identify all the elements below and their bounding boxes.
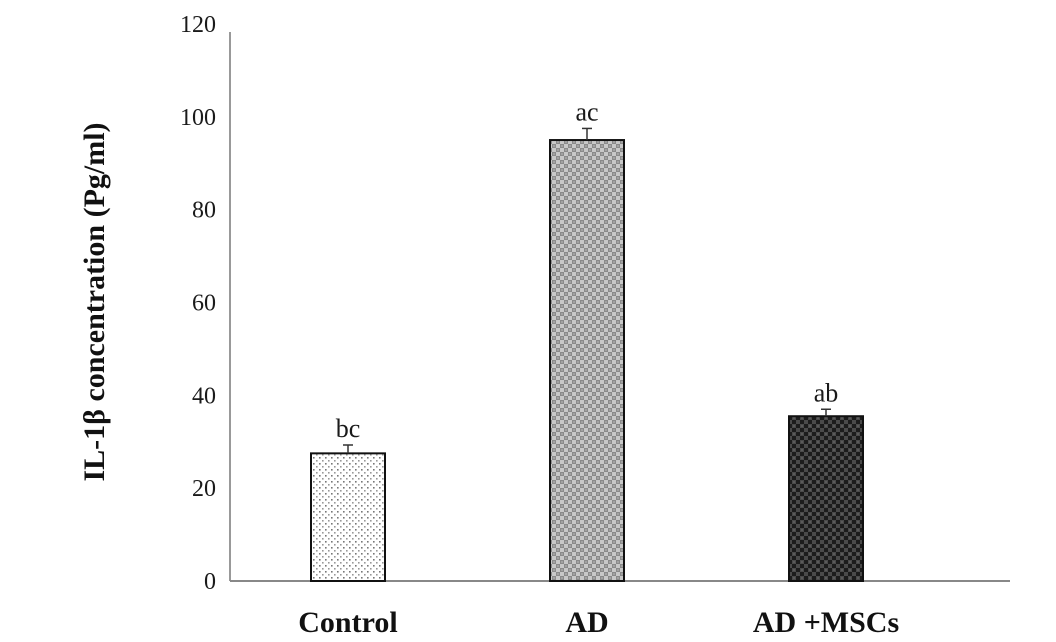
y-axis-label: IL-1β concentration (Pg/ml) — [78, 122, 111, 481]
y-tick-label: 0 — [204, 569, 216, 595]
bar-ad-mscs — [788, 415, 864, 582]
y-tick-label: 80 — [192, 198, 216, 224]
bar-control — [310, 452, 386, 582]
significance-label: ac — [575, 97, 598, 126]
y-tick-label: 60 — [192, 291, 216, 317]
y-tick-label: 120 — [180, 12, 216, 38]
x-category-label: Control — [298, 606, 397, 639]
x-category-label: AD — [565, 606, 608, 639]
x-category-label: AD +MSCs — [753, 606, 899, 639]
x-axis-categories: Control AD AD +MSCs — [298, 606, 899, 639]
bars-group: bc ac ab — [310, 97, 864, 583]
significance-label: ab — [814, 378, 839, 407]
y-tick-label: 100 — [180, 105, 216, 131]
y-tick-label: 20 — [192, 476, 216, 502]
y-axis-ticks: 0 20 40 60 80 100 120 — [180, 12, 216, 595]
y-tick-label: 40 — [192, 383, 216, 409]
significance-label: bc — [336, 414, 361, 443]
bar-ad — [549, 139, 625, 583]
